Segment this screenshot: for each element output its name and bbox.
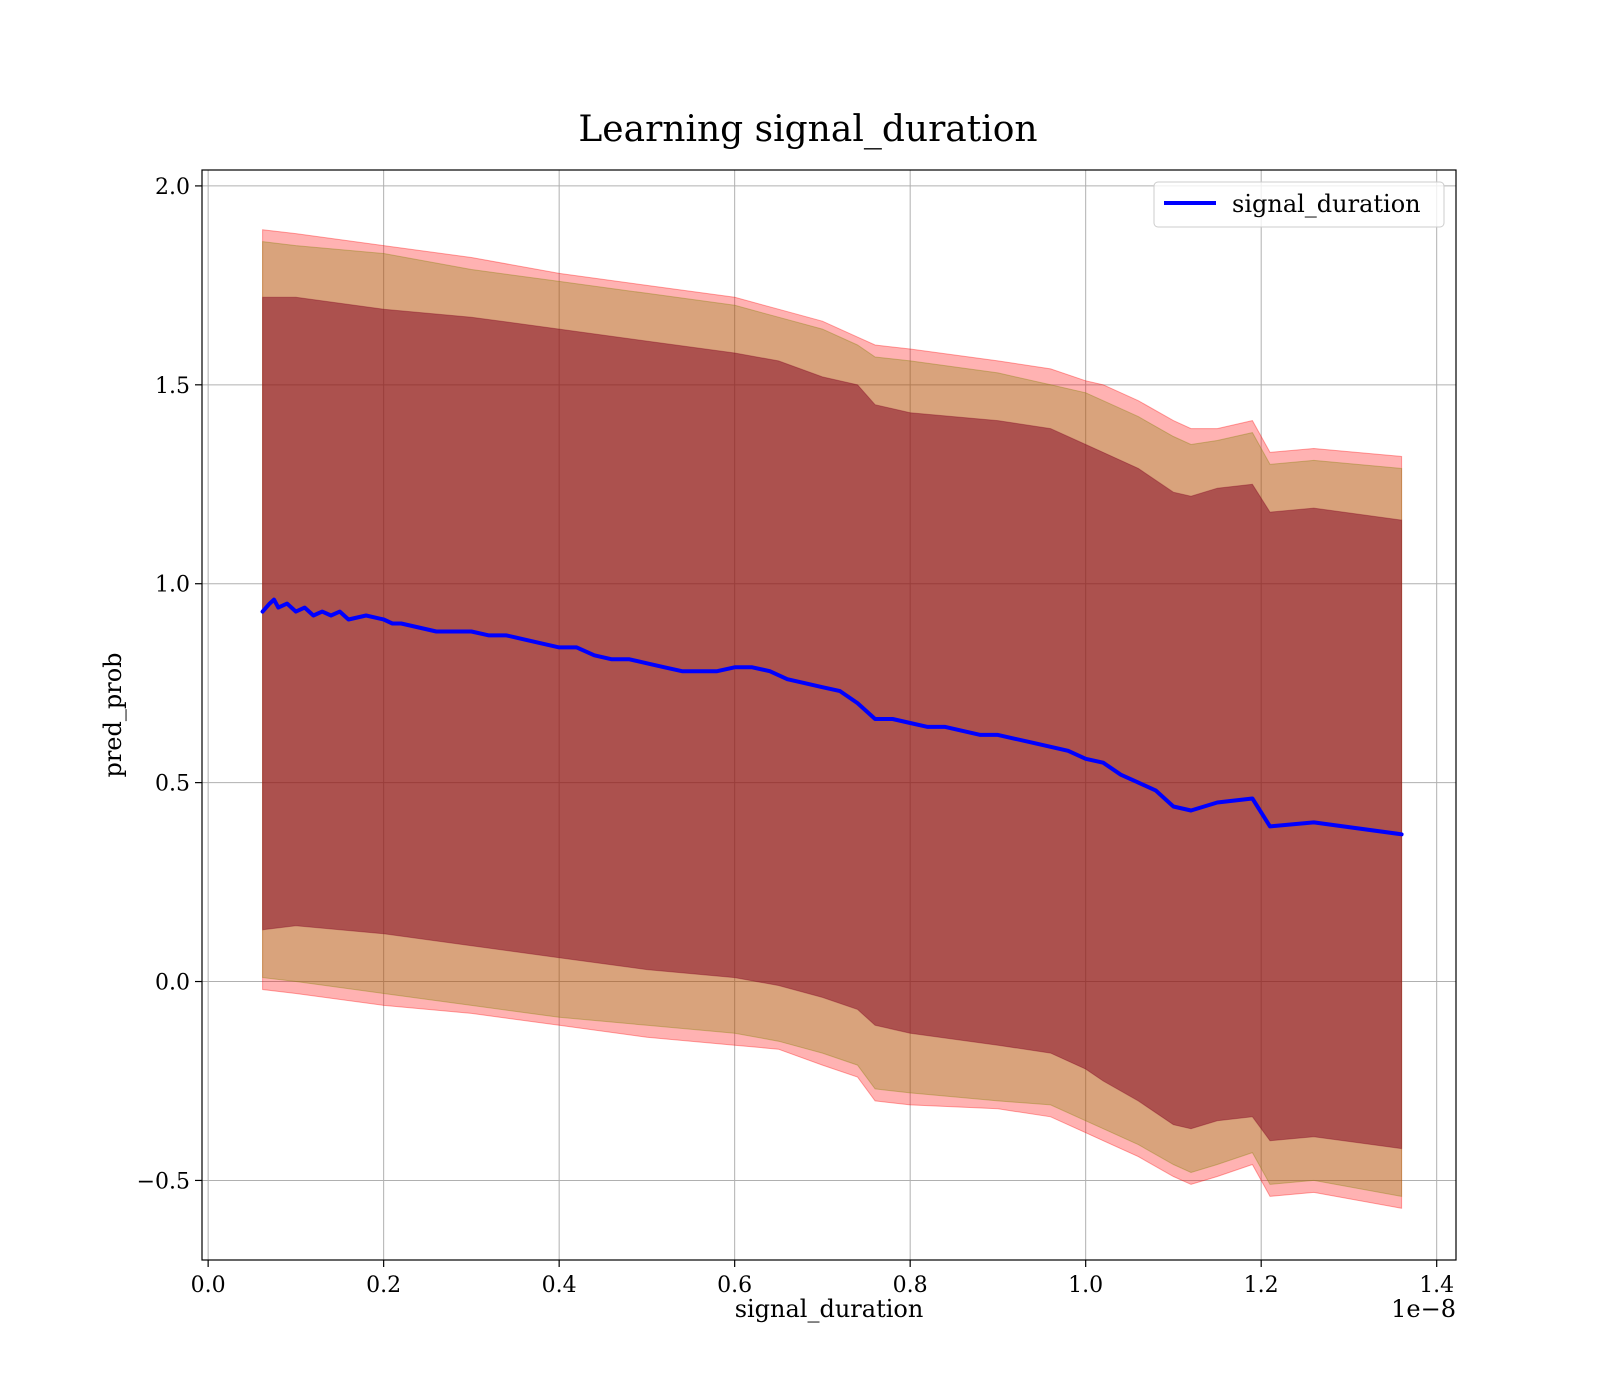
x-tick-label: 0.8	[893, 1273, 928, 1298]
x-tick-label: 0.6	[717, 1273, 752, 1298]
y-axis-label: pred_prob	[99, 652, 127, 777]
chart-title: Learning signal_duration	[578, 109, 1037, 150]
y-tick-label: 1.0	[155, 573, 190, 598]
y-tick-label: 2.0	[155, 175, 190, 200]
y-tick-label: 0.5	[155, 772, 190, 797]
plot-frame	[201, 169, 1457, 1261]
legend-entry-signal-duration: signal_duration	[1232, 190, 1421, 218]
legend-box	[1153, 181, 1445, 228]
band-inner	[262, 296, 1403, 1150]
x-axis-label: signal_duration	[735, 1295, 924, 1323]
x-axis-offset-label: 1e−8	[1391, 1295, 1456, 1323]
y-tick-label: 0.0	[155, 971, 190, 996]
series-line-signal-duration	[260, 597, 1404, 837]
confidence-bands	[262, 229, 1403, 1209]
x-axis-ticks: 0.0 0.2 0.4 0.6 0.8 1.0 1.2 1.4	[191, 1260, 1454, 1298]
x-tick-label: 1.2	[1244, 1273, 1279, 1298]
legend: signal_duration	[1153, 181, 1445, 228]
x-tick-label: 1.4	[1419, 1273, 1454, 1298]
y-tick-label: 1.5	[155, 374, 190, 399]
x-tick-label: 0.2	[366, 1273, 401, 1298]
y-axis-ticks: −0.5 0.0 0.5 1.0 1.5 2.0	[137, 175, 202, 1194]
x-tick-label: 1.0	[1068, 1273, 1103, 1298]
x-tick-label: 0.0	[191, 1273, 226, 1298]
x-tick-label: 0.4	[542, 1273, 577, 1298]
y-tick-label: −0.5	[137, 1169, 190, 1194]
series-lines	[260, 597, 1404, 837]
